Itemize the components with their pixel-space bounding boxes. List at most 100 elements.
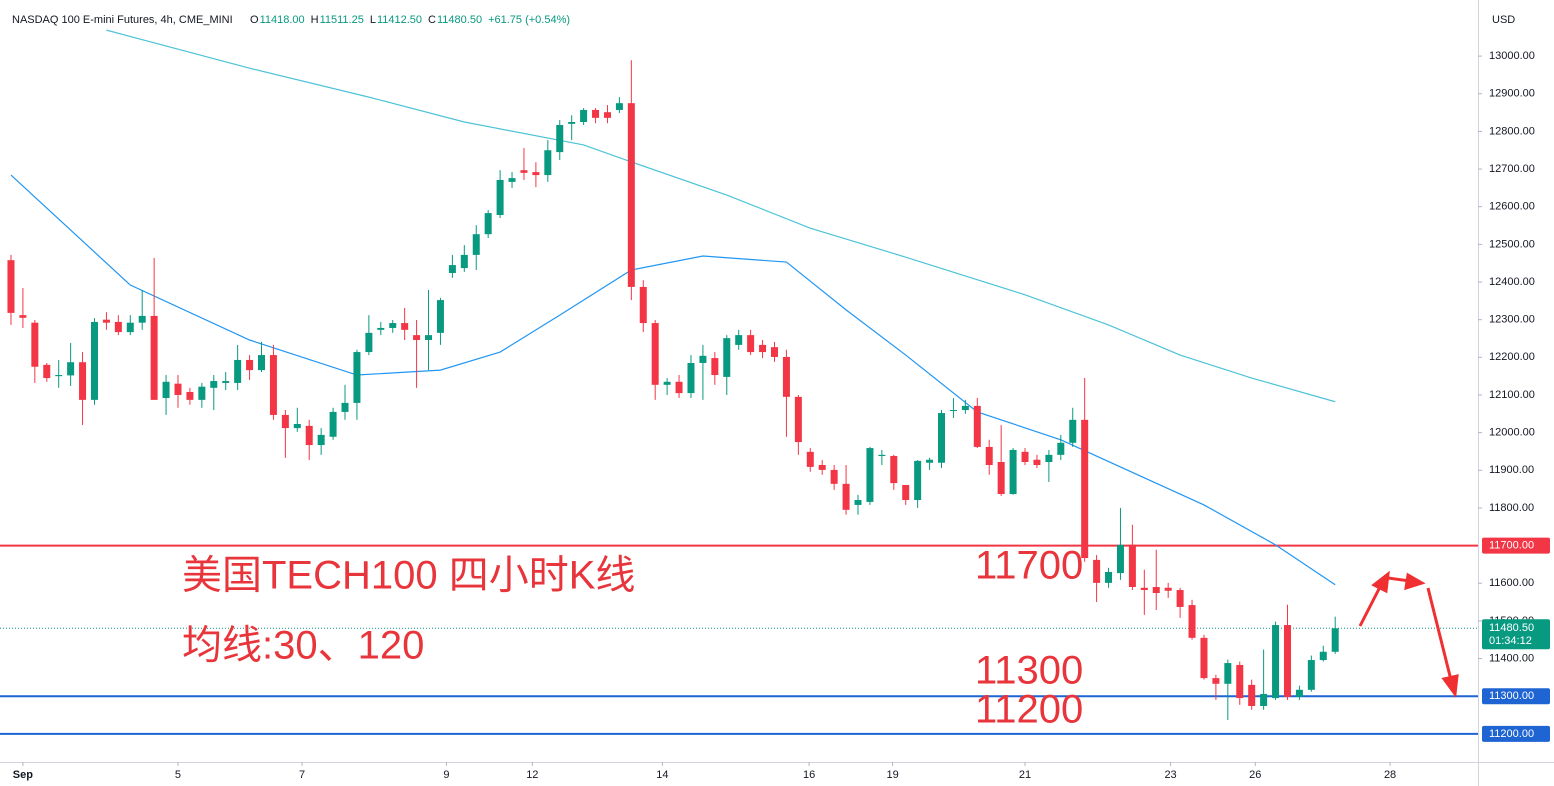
annotation: 11700	[975, 544, 1083, 588]
candle-body	[914, 460, 922, 501]
candle-body	[973, 405, 981, 447]
candle-body	[1128, 544, 1136, 588]
countdown: 01:34:12	[1489, 635, 1532, 647]
candle-body	[43, 364, 51, 379]
candle-body	[222, 381, 230, 383]
y-tick-label: 12700.00	[1489, 163, 1535, 175]
candle-body	[806, 451, 814, 467]
y-tick-label: 12100.00	[1489, 389, 1535, 401]
candle-body	[317, 434, 325, 446]
candle-body	[460, 254, 468, 269]
x-tick-label: 5	[175, 769, 181, 781]
annotation: 11200	[975, 688, 1083, 732]
candle-body	[7, 260, 15, 313]
candle-body	[55, 375, 63, 377]
candle-body	[186, 391, 194, 400]
candle-body	[854, 500, 862, 505]
arrowhead	[1404, 572, 1426, 591]
candle-body	[401, 323, 409, 330]
candle-body	[1283, 625, 1291, 697]
candle-body	[1248, 684, 1256, 706]
candle-body	[651, 323, 659, 385]
candle-body	[90, 321, 98, 400]
y-tick-label: 12600.00	[1489, 201, 1535, 213]
candle-body	[138, 315, 146, 323]
candle-body	[389, 323, 397, 328]
candle-body	[1021, 451, 1029, 462]
candle-body	[1009, 449, 1017, 495]
y-tick-label: 12300.00	[1489, 314, 1535, 326]
price-label: 11200.00	[1489, 728, 1534, 740]
annotation: 11300	[975, 649, 1083, 693]
ohlc-value: 11418.00	[260, 14, 305, 26]
candle-body	[1069, 419, 1077, 443]
candle-body	[31, 322, 39, 367]
price-label: 11300.00	[1489, 690, 1534, 702]
candle-body	[902, 484, 910, 501]
candle-body	[1319, 651, 1327, 661]
y-tick-label: 12800.00	[1489, 125, 1535, 137]
candle-body	[759, 344, 767, 353]
x-tick-label: 21	[1019, 769, 1031, 781]
candle-body	[949, 410, 957, 412]
candle-body	[556, 125, 564, 153]
candle-body	[496, 179, 504, 215]
candle-body	[687, 362, 695, 394]
symbol-title: NASDAQ 100 E-mini Futures, 4h, CME_MINI	[12, 14, 233, 26]
candle-body	[1033, 459, 1041, 466]
candle-body	[425, 335, 433, 341]
candle-body	[329, 411, 337, 437]
x-tick-label: 23	[1164, 769, 1176, 781]
candle-body	[1164, 587, 1172, 591]
candle-body	[544, 150, 552, 176]
candle-body	[938, 413, 946, 463]
candle-body	[842, 483, 850, 510]
candle-body	[770, 347, 778, 357]
candle-body	[114, 321, 122, 333]
candle-body	[1188, 605, 1196, 638]
candle-body	[1081, 419, 1089, 559]
y-tick-label: 12000.00	[1489, 427, 1535, 439]
candle-body	[532, 172, 540, 176]
arrow	[1358, 584, 1383, 627]
candle-body	[735, 335, 743, 345]
candle-body	[472, 234, 480, 255]
y-tick-label: 12400.00	[1489, 276, 1535, 288]
candle-body	[580, 109, 588, 122]
candle-body	[1093, 559, 1101, 583]
candle-body	[961, 405, 969, 411]
candle-body	[174, 383, 182, 395]
candle-body	[269, 355, 277, 415]
candle-body	[377, 327, 385, 330]
y-tick-label: 12500.00	[1489, 238, 1535, 250]
plot	[0, 29, 1478, 735]
ohlc-key: O	[250, 14, 259, 26]
price-label-box	[1482, 537, 1550, 554]
candle-body	[1105, 571, 1113, 583]
price-label-box	[1482, 688, 1550, 705]
candle-body	[258, 355, 266, 371]
candle-body	[1295, 689, 1303, 697]
y-tick-label: 11600.00	[1489, 577, 1534, 589]
candle-body	[246, 359, 254, 371]
x-tick-label: 7	[299, 769, 305, 781]
candle-body	[639, 286, 647, 324]
candle-body	[1152, 587, 1160, 594]
candle-body	[305, 425, 313, 446]
candle-body	[448, 265, 456, 273]
candle-body	[150, 315, 158, 400]
candle-body	[711, 358, 719, 376]
candle-body	[365, 332, 373, 353]
candle-body	[830, 469, 838, 484]
candle-body	[162, 381, 170, 398]
candle-body	[293, 423, 301, 429]
moving-average	[106, 29, 1336, 403]
candle-body	[866, 448, 874, 502]
x-tick-label: 26	[1249, 769, 1261, 781]
candle-body	[794, 396, 802, 443]
price-label-box	[1482, 725, 1550, 742]
candle-body	[1236, 664, 1244, 699]
x-tick-label: 9	[443, 769, 449, 781]
